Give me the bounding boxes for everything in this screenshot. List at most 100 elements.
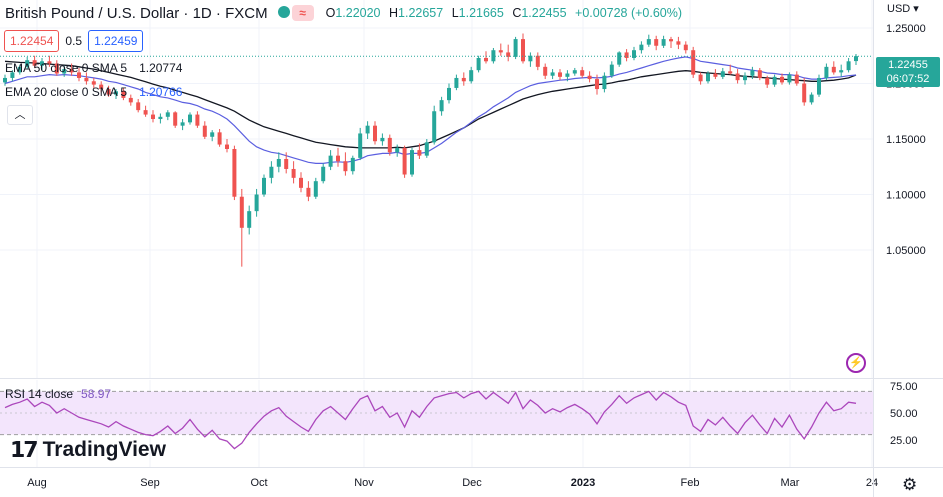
candle-body <box>757 70 762 78</box>
ema20-legend[interactable]: EMA 20 close 0 SMA 5 1.20766 <box>5 85 182 99</box>
candle <box>128 94 133 106</box>
candle <box>284 152 289 174</box>
candle-body <box>691 50 696 75</box>
candle <box>417 143 422 159</box>
candle-body <box>217 132 222 145</box>
candle <box>683 41 688 54</box>
candle-body <box>787 74 792 83</box>
sell-button[interactable]: 1.22454 <box>4 30 60 52</box>
candle-body <box>128 97 133 103</box>
candle <box>343 152 348 176</box>
candle-body <box>395 147 400 153</box>
candle <box>802 77 807 106</box>
candle <box>809 92 814 105</box>
candle <box>624 49 629 62</box>
symbol-title[interactable]: British Pound / U.S. Dollar · 1D · FXCM <box>5 4 268 22</box>
candle <box>424 139 429 158</box>
market-open-icon <box>277 6 290 18</box>
candle-body <box>62 69 67 74</box>
candle <box>62 65 67 77</box>
candle-body <box>313 181 318 197</box>
candle-body <box>91 81 96 85</box>
candle-body <box>669 39 673 42</box>
candle <box>247 205 252 235</box>
rsi-legend[interactable]: RSI 14 close 58.97 <box>5 387 111 401</box>
ema20-path <box>4 56 857 164</box>
candle-body <box>69 69 74 73</box>
candle <box>839 64 844 77</box>
market-status[interactable]: ≈ <box>277 5 314 21</box>
candle <box>121 87 126 101</box>
candle-body <box>661 39 666 46</box>
high-value: 1.22657 <box>398 6 444 20</box>
buy-button[interactable]: 1.22459 <box>88 30 144 52</box>
candle <box>210 130 215 142</box>
candlestick-series <box>3 33 858 267</box>
ema50-legend[interactable]: EMA 50 close 0 SMA 5 1.20774 <box>5 61 182 75</box>
candle <box>143 105 148 117</box>
currency-selector[interactable]: USD ▾ <box>887 3 919 15</box>
collapse-legend-button[interactable]: ︿ <box>7 105 33 125</box>
candle <box>269 161 274 184</box>
candle <box>565 70 570 82</box>
candle-body <box>846 61 851 71</box>
price-tick-label: 1.25000 <box>886 23 926 35</box>
candle-body <box>550 72 555 76</box>
candle-body <box>195 114 200 126</box>
candle <box>454 74 459 91</box>
candle <box>40 57 44 71</box>
ema50-path <box>4 60 857 149</box>
candle-body <box>617 52 622 65</box>
lightning-icon[interactable]: ⚡ <box>846 353 866 373</box>
candle-body <box>239 196 244 228</box>
candle-body <box>25 60 30 67</box>
candle-body <box>47 61 52 64</box>
candle-body <box>632 50 636 58</box>
candle <box>550 69 555 80</box>
candle <box>476 55 481 73</box>
candle <box>77 67 81 82</box>
candle <box>254 188 259 217</box>
candle <box>772 74 777 87</box>
candle <box>365 121 370 139</box>
candle <box>387 134 392 156</box>
time-tick-label: Mar <box>781 477 800 489</box>
candle-body <box>491 50 496 62</box>
candle <box>439 96 444 116</box>
candle-body <box>609 64 614 76</box>
candle-body <box>291 168 296 178</box>
candle <box>706 71 710 84</box>
candle <box>136 99 141 113</box>
candle <box>328 150 333 171</box>
candle-body <box>543 66 548 76</box>
time-tick-label: Oct <box>250 477 267 489</box>
candle <box>173 111 178 128</box>
candle-body <box>121 91 126 98</box>
candle <box>380 133 385 146</box>
close-value: 1.22455 <box>521 6 567 20</box>
gear-icon[interactable]: ⚙ <box>902 475 918 494</box>
candle <box>232 145 237 201</box>
price-tick-label: 1.05000 <box>886 245 926 257</box>
candle-body <box>461 77 466 82</box>
candle-body <box>343 161 348 172</box>
tradingview-logo[interactable]: 𝟭𝟳 TradingView <box>10 437 166 463</box>
candle <box>99 81 104 93</box>
candle-body <box>839 70 844 73</box>
chart-header: British Pound / U.S. Dollar · 1D · FXCM … <box>5 3 687 23</box>
candle-body <box>765 77 770 85</box>
candle-body <box>373 125 377 142</box>
candle <box>572 67 577 76</box>
candle <box>698 72 703 85</box>
price-tick-label: 1.15000 <box>886 134 926 146</box>
bar-countdown: 06:07:52 <box>886 73 930 85</box>
candle-body <box>713 73 718 77</box>
candle <box>632 46 636 61</box>
candle-body <box>410 150 414 175</box>
time-tick-label: Feb <box>681 477 700 489</box>
candle <box>165 110 170 121</box>
candle <box>535 52 540 71</box>
candle-body <box>454 77 459 88</box>
candle <box>336 147 340 167</box>
